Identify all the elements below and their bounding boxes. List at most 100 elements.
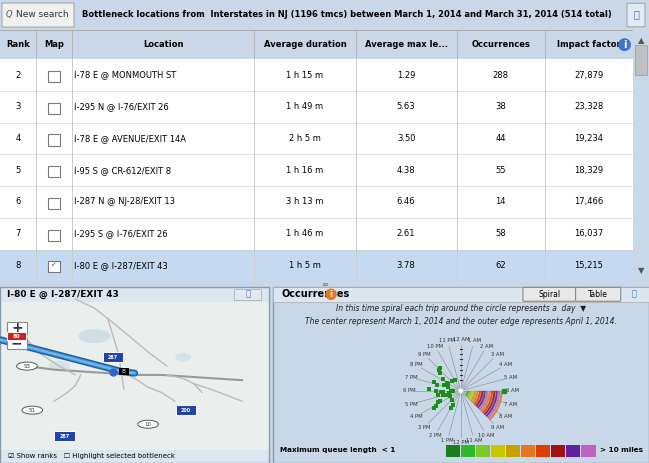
Bar <box>582 444 596 457</box>
Text: 62: 62 <box>495 261 506 270</box>
Text: In this time spiral each trip around the circle represents a  day  ▼: In this time spiral each trip around the… <box>336 304 586 313</box>
Text: 4 PM: 4 PM <box>410 414 422 419</box>
Bar <box>446 444 460 457</box>
FancyBboxPatch shape <box>576 288 620 301</box>
Text: 11 AM: 11 AM <box>466 438 482 443</box>
Bar <box>476 444 490 457</box>
Bar <box>6 338 27 350</box>
Text: 1 h 16 m: 1 h 16 m <box>286 166 324 175</box>
Ellipse shape <box>138 420 158 428</box>
Text: 3: 3 <box>16 102 21 111</box>
Text: Average max le...: Average max le... <box>365 40 448 49</box>
Text: 3.50: 3.50 <box>397 134 415 143</box>
Text: 7: 7 <box>16 229 21 238</box>
Text: 9 AM: 9 AM <box>491 425 504 430</box>
Bar <box>491 444 505 457</box>
Text: 5.63: 5.63 <box>397 102 415 111</box>
Text: 1 AM: 1 AM <box>467 338 481 344</box>
Text: 11 PM: 11 PM <box>439 338 456 344</box>
Bar <box>0 450 269 463</box>
Circle shape <box>458 388 463 394</box>
Text: 55: 55 <box>495 166 506 175</box>
Polygon shape <box>477 391 485 408</box>
Polygon shape <box>472 391 478 403</box>
Text: ▼: ▼ <box>637 266 644 275</box>
Text: 8: 8 <box>122 369 126 375</box>
Text: 1 h 5 m: 1 h 5 m <box>289 261 321 270</box>
Ellipse shape <box>22 406 43 414</box>
Text: 287: 287 <box>108 355 118 360</box>
Text: Occurrences: Occurrences <box>282 289 350 299</box>
Text: 5 PM: 5 PM <box>405 401 417 407</box>
Text: 2.61: 2.61 <box>397 229 415 238</box>
Bar <box>0 218 633 250</box>
Text: 5: 5 <box>16 166 21 175</box>
Polygon shape <box>474 391 481 405</box>
Text: 23,328: 23,328 <box>574 102 604 111</box>
Text: 6 PM: 6 PM <box>403 388 415 393</box>
Ellipse shape <box>175 353 191 362</box>
Bar <box>48 198 60 209</box>
Text: ▲: ▲ <box>637 37 644 45</box>
Text: 16,037: 16,037 <box>574 229 604 238</box>
Text: 51: 51 <box>29 407 36 413</box>
Text: ⬛: ⬛ <box>633 9 639 19</box>
FancyBboxPatch shape <box>627 3 645 27</box>
Polygon shape <box>480 391 491 412</box>
Text: 15,215: 15,215 <box>574 261 603 270</box>
Text: ⬛: ⬛ <box>245 290 251 299</box>
Bar <box>566 444 580 457</box>
Text: 10: 10 <box>145 422 152 427</box>
Text: +: + <box>11 321 23 335</box>
Text: i: i <box>623 40 626 50</box>
Text: 44: 44 <box>495 134 506 143</box>
Text: I-78 E @ MONMOUTH ST: I-78 E @ MONMOUTH ST <box>74 71 177 80</box>
Polygon shape <box>475 391 484 407</box>
Text: 10 AM: 10 AM <box>478 433 495 438</box>
Text: 6 AM: 6 AM <box>506 388 519 393</box>
Text: 12 PM: 12 PM <box>453 440 469 445</box>
Text: 1 h 49 m: 1 h 49 m <box>286 102 324 111</box>
Text: 18,329: 18,329 <box>574 166 604 175</box>
Text: Maximum queue length  < 1: Maximum queue length < 1 <box>280 447 395 453</box>
Text: 6.46: 6.46 <box>397 198 415 206</box>
Bar <box>234 288 262 300</box>
Polygon shape <box>485 391 498 417</box>
Text: 19,234: 19,234 <box>574 134 603 143</box>
Text: Map: Map <box>44 40 64 49</box>
Ellipse shape <box>78 329 110 343</box>
Bar <box>635 45 646 75</box>
Text: 287: 287 <box>60 434 69 439</box>
Text: 1 h 15 m: 1 h 15 m <box>286 71 324 80</box>
Text: Bottleneck locations from  Interstates in NJ (1196 tmcs) between March 1, 2014 a: Bottleneck locations from Interstates in… <box>82 10 612 19</box>
Text: I-80 E @ I-287/EXIT 43: I-80 E @ I-287/EXIT 43 <box>6 290 119 299</box>
Bar <box>0 186 633 218</box>
Text: ✓: ✓ <box>51 263 56 269</box>
Text: 1 h 46 m: 1 h 46 m <box>286 229 324 238</box>
Text: 8 AM: 8 AM <box>499 414 512 419</box>
Text: 2 AM: 2 AM <box>480 344 493 349</box>
Bar <box>48 230 60 241</box>
Bar <box>0 250 633 281</box>
Polygon shape <box>465 391 469 396</box>
Text: Q: Q <box>6 10 12 19</box>
Bar <box>6 322 27 333</box>
Bar <box>0 155 633 186</box>
Bar <box>0 287 269 302</box>
Bar <box>536 444 550 457</box>
Bar <box>0 302 269 452</box>
Bar <box>48 166 60 177</box>
Text: 2 PM: 2 PM <box>429 433 441 438</box>
Polygon shape <box>482 391 493 413</box>
Text: 38: 38 <box>495 102 506 111</box>
Text: I-78 E @ AVENUE/EXIT 14A: I-78 E @ AVENUE/EXIT 14A <box>74 134 186 143</box>
Text: 3 PM: 3 PM <box>418 425 430 430</box>
Text: 1 PM: 1 PM <box>441 438 454 443</box>
Text: Spiral: Spiral <box>538 290 560 299</box>
Text: 10 PM: 10 PM <box>427 344 443 349</box>
Polygon shape <box>489 391 502 420</box>
Text: 3 h 13 m: 3 h 13 m <box>286 198 324 206</box>
Ellipse shape <box>17 362 37 370</box>
Bar <box>0 123 633 154</box>
Bar <box>103 352 123 362</box>
